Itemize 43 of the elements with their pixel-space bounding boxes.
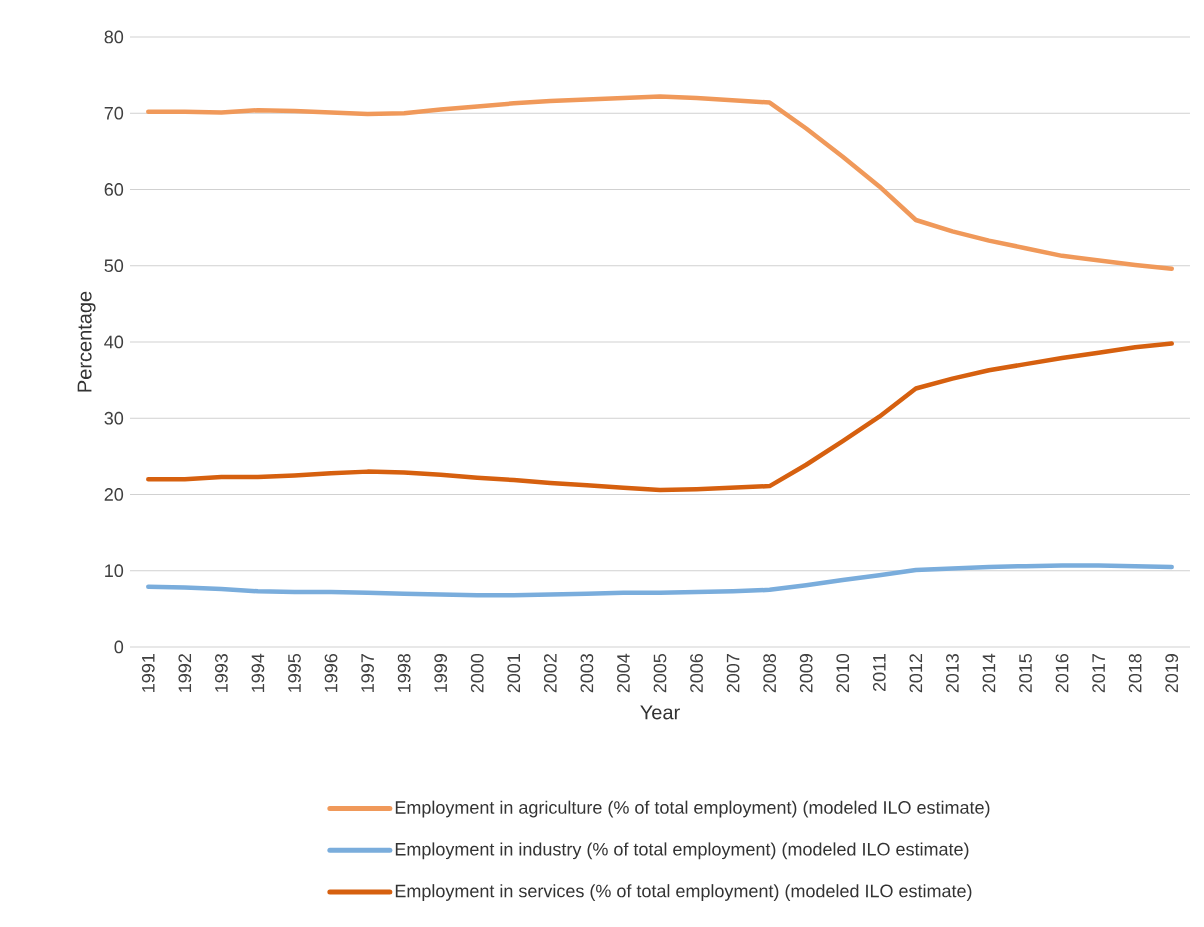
y-tick-label: 60 [104,183,124,196]
y-tick-label: 20 [104,488,124,501]
x-tick-label: 1996 [324,654,338,692]
x-tick-label: 2010 [836,653,850,693]
x-tick-label: 1992 [178,654,192,692]
x-axis-title: Year [640,705,680,720]
y-axis-title: Percentage [77,291,96,392]
x-tick-label: 2012 [909,654,923,693]
x-tick-label: 1997 [361,654,374,692]
x-tick-label: 2014 [982,653,996,693]
x-tick-label: 1991 [141,654,155,692]
legend-label: Employment in services (% of total employment) (modeled ILO estimate) [395,884,972,901]
x-tick-label: 2008 [763,653,777,693]
x-tick-label: 2007 [726,654,740,693]
y-tick-label: 40 [104,335,124,349]
x-tick-label: 2011 [872,654,886,691]
x-tick-label: 1993 [215,654,228,692]
x-tick-label: 2004 [617,653,630,693]
x-tick-label: 2006 [690,654,703,693]
x-tick-label: 2001 [507,654,521,693]
x-tick-label: 2013 [946,654,959,693]
x-tick-label: 2017 [1092,654,1105,693]
y-tick-label: 30 [104,411,124,425]
y-tick-label: 10 [105,564,124,578]
x-tick-label: 1998 [397,653,411,692]
x-tick-label: 1999 [434,654,448,692]
y-tick-label: 80 [104,30,124,44]
x-tick-label: 1995 [288,653,301,692]
x-tick-label: 2005 [653,653,667,693]
x-tick-label: 2015 [1019,653,1032,693]
x-tick-label: 2018 [1128,653,1142,693]
x-tick-label: 1994 [251,653,265,692]
y-tick-label: 0 [114,640,124,654]
y-tick-label: 70 [104,106,124,120]
legend-label: Employment in agriculture (% of total employment) (modeled ILO estimate) [395,800,990,818]
legend-label: Employment in industry (% of total employment) (modeled ILO estimate) [395,842,969,860]
x-tick-label: 2019 [1165,654,1179,693]
x-tick-label: 2000 [470,653,484,693]
x-tick-label: 2009 [799,654,813,693]
x-tick-label: 2016 [1055,654,1069,693]
x-tick-label: 2002 [543,654,557,693]
x-tick-label: 2003 [580,654,594,693]
y-tick-label: 50 [104,259,124,273]
